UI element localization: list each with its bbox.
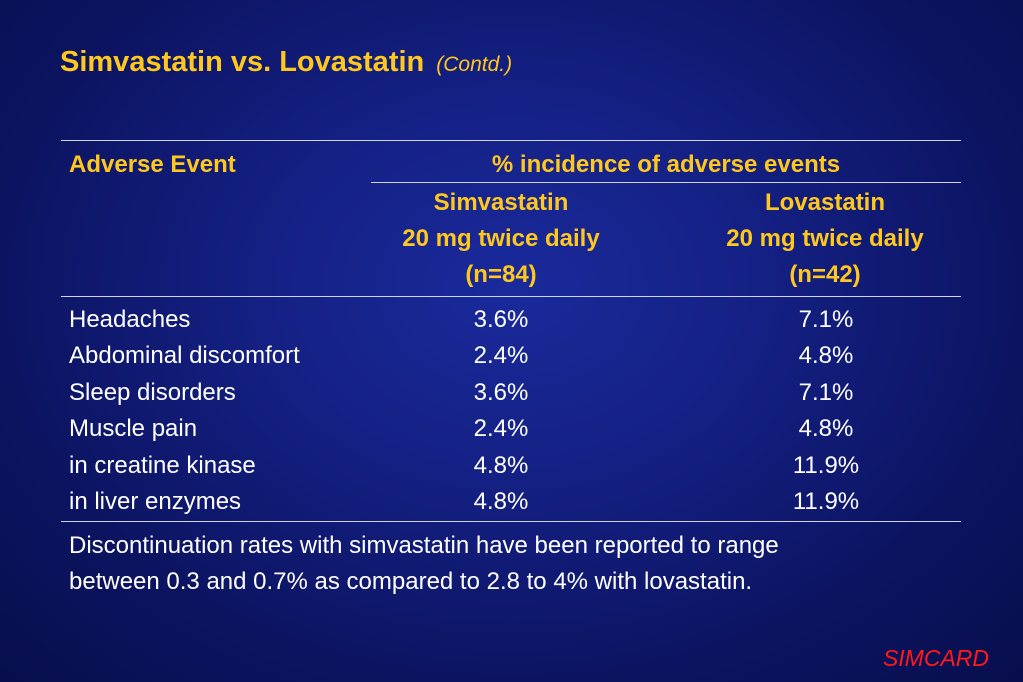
note-line: Discontinuation rates with simvastatin h…	[69, 532, 779, 559]
row-simvastatin-value: 4.8%	[473, 451, 529, 479]
row-event: Headaches	[69, 306, 191, 333]
row-event: in creatine kinase	[69, 451, 256, 479]
column-drug-name: Lovastatin	[764, 189, 886, 216]
title-subtitle: (Contd.)	[436, 53, 513, 76]
table-row: in liver enzymes 4.8% 11.9%	[0, 484, 1023, 520]
column-drug-name: Simvastatin	[433, 189, 569, 216]
row-lovastatin-value: 11.9%	[792, 487, 860, 515]
row-simvastatin-value: 2.4%	[473, 342, 529, 370]
table-row: Muscle pain 2.4% 4.8%	[0, 411, 1023, 447]
row-lovastatin-value: 7.1%	[798, 306, 854, 333]
column-sample-size: (n=42)	[789, 261, 861, 288]
table-bottom-rule	[61, 521, 961, 522]
table-row: Abdominal discomfort 2.4% 4.8%	[0, 338, 1023, 374]
table-row: Sleep disorders 3.6% 7.1%	[0, 375, 1023, 411]
table-row: Headaches 3.6% 7.1%	[0, 302, 1023, 338]
column-header-lovastatin: Lovastatin 20 mg twice daily (n=42)	[680, 185, 970, 293]
column-header-simvastatin: Simvastatin 20 mg twice daily (n=84)	[356, 185, 646, 293]
table-row: in creatine kinase 4.8% 11.9%	[0, 448, 1023, 484]
row-simvastatin-value: 4.8%	[473, 487, 529, 515]
footer-brand: SIMCARD	[882, 645, 989, 671]
table-body: Headaches 3.6% 7.1% Abdominal discomfort…	[0, 302, 1023, 520]
row-event: Abdominal discomfort	[69, 342, 300, 370]
column-dose: 20 mg twice daily	[726, 225, 924, 252]
row-simvastatin-value: 3.6%	[473, 378, 529, 406]
row-lovastatin-value: 11.9%	[792, 451, 860, 479]
header-incidence-group: % incidence of adverse events	[491, 151, 841, 178]
row-simvastatin-value: 2.4%	[473, 415, 529, 443]
note-line: between 0.3 and 0.7% as compared to 2.8 …	[69, 568, 753, 595]
row-event: Muscle pain	[69, 415, 198, 443]
header-bottom-rule	[61, 296, 961, 297]
row-lovastatin-value: 4.8%	[798, 415, 854, 443]
column-dose: 20 mg twice daily	[402, 225, 600, 252]
slide-title: Simvastatin vs. Lovastatin (Contd.)	[60, 46, 512, 79]
column-sample-size: (n=84)	[465, 261, 537, 288]
header-group-rule	[371, 182, 961, 183]
row-lovastatin-value: 7.1%	[798, 378, 854, 406]
header-adverse-event: Adverse Event	[69, 151, 236, 178]
row-event: in liver enzymes	[69, 487, 242, 515]
row-event: Sleep disorders	[69, 378, 236, 406]
row-lovastatin-value: 4.8%	[798, 342, 854, 370]
title-text: Simvastatin vs. Lovastatin	[60, 46, 425, 78]
table-top-rule	[61, 140, 961, 141]
discontinuation-note: Discontinuation rates with simvastatin h…	[69, 528, 999, 600]
row-simvastatin-value: 3.6%	[473, 306, 529, 333]
